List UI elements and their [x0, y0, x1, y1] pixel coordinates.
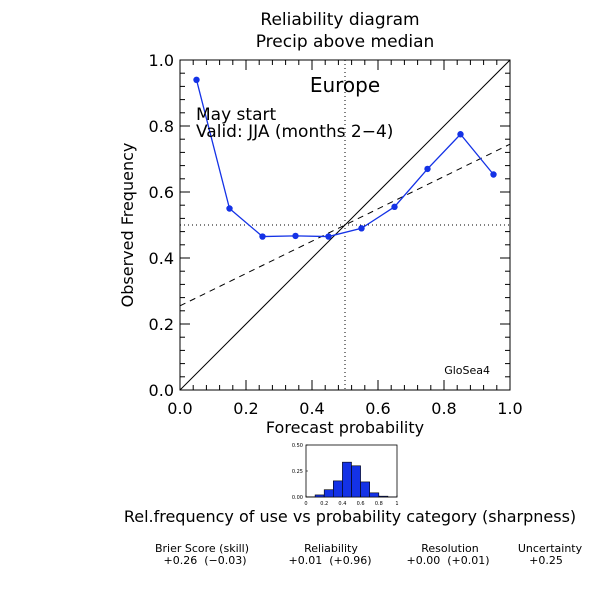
start-label: May start [196, 105, 276, 125]
histogram-y-tick-labels: 0.00 0.25 0.50 [292, 443, 303, 501]
x-tick-label: 0.0 [167, 399, 192, 418]
histogram-bar [378, 495, 389, 498]
score-value-reliability: +0.01 (+0.96) [289, 554, 372, 567]
score-label-resolution: Resolution [421, 542, 479, 555]
histogram-x-tick-label: 1 [395, 501, 398, 507]
data-point [292, 232, 299, 240]
histogram-bar [342, 461, 352, 498]
data-point [358, 225, 365, 232]
y-tick-label: 0.4 [149, 249, 174, 268]
histogram-x-tick-labels: 0 0.2 0.4 0.6 0.8 1 [304, 501, 398, 507]
score-value-uncertainty: +0.25 [529, 554, 563, 567]
y-tick-label: 0.6 [149, 183, 174, 202]
reliability-plot: Europe May start Valid: JJA (months 2−4)… [118, 51, 523, 437]
data-point [259, 233, 266, 240]
region-label: Europe [310, 73, 380, 97]
y-tick-label: 0.2 [149, 315, 174, 334]
data-point [457, 131, 464, 138]
data-point [193, 76, 200, 84]
reference-lines [179, 59, 511, 391]
chart-title: Reliability diagram [260, 10, 419, 30]
histogram-bar [314, 494, 325, 498]
histogram-y-tick-label: 0.50 [292, 443, 303, 449]
histogram-bar [332, 480, 343, 498]
y-tick-label: 0.0 [149, 381, 174, 400]
x-tick-label: 1.0 [497, 399, 522, 418]
histogram-x-tick-label: 0.4 [338, 501, 346, 507]
histogram-y-tick-label: 0.25 [292, 469, 303, 475]
histogram-bar [323, 489, 334, 498]
score-value-resolution: +0.00 (+0.01) [407, 554, 490, 567]
valid-label: Valid: JJA (months 2−4) [196, 122, 393, 142]
x-tick-label: 0.8 [431, 399, 456, 418]
histogram-x-tick-label: 0.6 [357, 501, 365, 507]
y-tick-labels: 0.0 0.2 0.4 0.6 0.8 1.0 [149, 51, 174, 400]
minor-ticks [180, 60, 510, 390]
histogram-x-tick-label: 0.8 [375, 501, 383, 507]
score-value-brier: +0.26 (−0.03) [164, 554, 247, 567]
major-ticks [180, 60, 510, 390]
x-tick-label: 0.4 [299, 399, 324, 418]
score-table: Brier Score (skill) +0.26 (−0.03) Reliab… [155, 542, 583, 567]
reliability-series [193, 76, 497, 240]
histogram-bar [351, 465, 361, 498]
sharpness-caption: Rel.frequency of use vs probability cate… [124, 507, 576, 526]
series-line [195, 79, 495, 238]
sharpness-histogram: 0 0.2 0.4 0.6 0.8 1 0.00 0.25 0.50 [292, 443, 399, 507]
histogram-x-tick-label: 0 [304, 501, 307, 507]
score-label-reliability: Reliability [304, 542, 358, 555]
data-point [325, 233, 332, 240]
histogram-bar [369, 492, 380, 498]
histogram-x-tick-label: 0.2 [320, 501, 328, 507]
data-point [424, 165, 431, 173]
data-point [391, 203, 398, 211]
data-point [490, 171, 497, 178]
x-tick-label: 0.2 [233, 399, 258, 418]
histogram-ticks [305, 444, 398, 498]
x-tick-label: 0.6 [365, 399, 390, 418]
y-axis-label: Observed Frequency [118, 143, 137, 308]
x-tick-labels: 0.0 0.2 0.4 0.6 0.8 1.0 [167, 399, 522, 418]
histogram-bar [360, 481, 371, 498]
y-tick-label: 0.8 [149, 117, 174, 136]
chart-subtitle: Precip above median [256, 32, 435, 52]
x-axis-label: Forecast probability [266, 418, 424, 437]
score-label-uncertainty: Uncertainty [518, 542, 583, 555]
histogram-y-tick-label: 0.00 [292, 495, 303, 501]
y-tick-label: 1.0 [149, 51, 174, 70]
histogram-bars [305, 461, 398, 498]
model-label: GloSea4 [444, 364, 490, 377]
score-label-brier: Brier Score (skill) [155, 542, 249, 555]
data-point [226, 205, 233, 212]
